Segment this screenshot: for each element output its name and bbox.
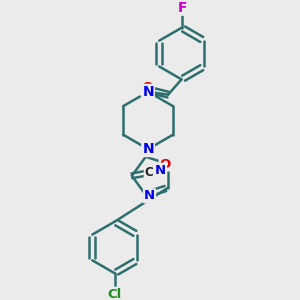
Text: O: O [141, 81, 153, 95]
Text: N: N [142, 142, 154, 156]
Text: C: C [145, 167, 153, 179]
Text: O: O [160, 158, 171, 170]
Text: F: F [178, 1, 187, 15]
Text: N: N [155, 164, 166, 177]
Text: N: N [142, 85, 154, 99]
Text: N: N [144, 189, 155, 202]
Text: Cl: Cl [107, 288, 122, 300]
